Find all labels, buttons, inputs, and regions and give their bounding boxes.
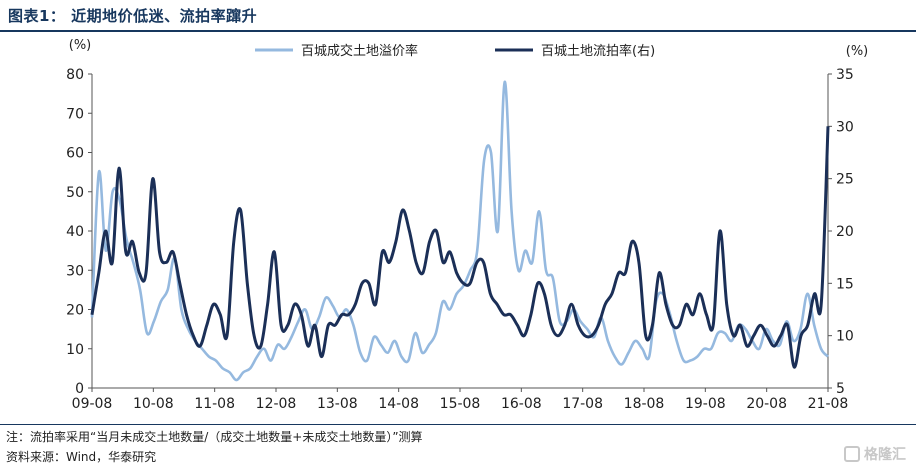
x-tick-label: 15-08 — [440, 396, 481, 412]
y-left-tick-label: 50 — [66, 185, 84, 201]
y-left-tick-label: 60 — [66, 146, 84, 162]
y-left-tick-label: 20 — [66, 303, 84, 319]
y-left-tick-label: 30 — [66, 263, 84, 279]
watermark-icon — [844, 446, 860, 462]
footer-rule — [0, 424, 916, 425]
x-tick-label: 18-08 — [624, 396, 665, 412]
x-tick-label: 17-08 — [562, 396, 603, 412]
watermark: 格隆汇 — [844, 444, 906, 464]
legend-label: 百城土地流拍率(右) — [541, 43, 655, 59]
y-right-tick-label: 20 — [836, 224, 854, 240]
data-source: 资料来源：Wind，华泰研究 — [6, 450, 157, 464]
y-right-tick-label: 35 — [836, 67, 854, 83]
y-right-tick-label: 5 — [836, 381, 845, 397]
series-line-failure-rate — [90, 126, 830, 369]
y-left-tick-label: 70 — [66, 106, 84, 122]
figure-title: 图表1： 近期地价低迷、流拍率蹿升 — [8, 7, 258, 25]
x-tick-label: 16-08 — [501, 396, 542, 412]
y-right-tick-label: 10 — [836, 329, 854, 345]
x-tick-label: 12-08 — [256, 396, 297, 412]
x-tick-label: 11-08 — [194, 396, 235, 412]
x-tick-label: 19-08 — [685, 396, 726, 412]
left-axis-unit: (%) — [69, 38, 92, 53]
chart-note: 注：流拍率采用“当月未成交土地数量/（成交土地数量+未成交土地数量）”测算 — [6, 430, 423, 444]
y-right-tick-label: 30 — [836, 119, 854, 135]
x-tick-label: 10-08 — [133, 396, 174, 412]
x-tick-label: 14-08 — [378, 396, 419, 412]
right-axis-unit: (%) — [846, 44, 869, 59]
x-tick-label: 09-08 — [72, 396, 113, 412]
x-tick-label: 20-08 — [746, 396, 787, 412]
y-left-tick-label: 80 — [66, 67, 84, 83]
y-right-tick-label: 15 — [836, 276, 854, 292]
y-left-tick-label: 40 — [66, 224, 84, 240]
watermark-text: 格隆汇 — [864, 447, 906, 463]
y-left-tick-label: 0 — [75, 381, 84, 397]
x-tick-label: 13-08 — [317, 396, 358, 412]
line-chart: 0 10 20 30 40 50 60 70 80 5 10 15 20 25 30 35 09-08 10-08… — [66, 38, 869, 412]
legend-label: 百城成交土地溢价率 — [301, 43, 418, 59]
y-right-tick-label: 25 — [836, 172, 854, 188]
x-tick-label: 21-08 — [808, 396, 849, 412]
series-line-premium-rate — [90, 80, 829, 382]
title-rule — [0, 30, 916, 32]
y-left-tick-label: 10 — [66, 342, 84, 358]
